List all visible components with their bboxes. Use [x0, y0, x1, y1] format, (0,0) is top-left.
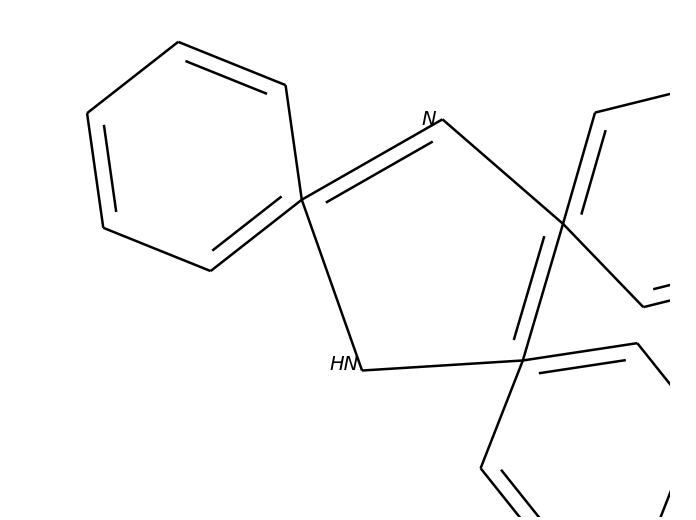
Text: HN: HN	[330, 355, 359, 374]
Text: N: N	[421, 110, 436, 128]
